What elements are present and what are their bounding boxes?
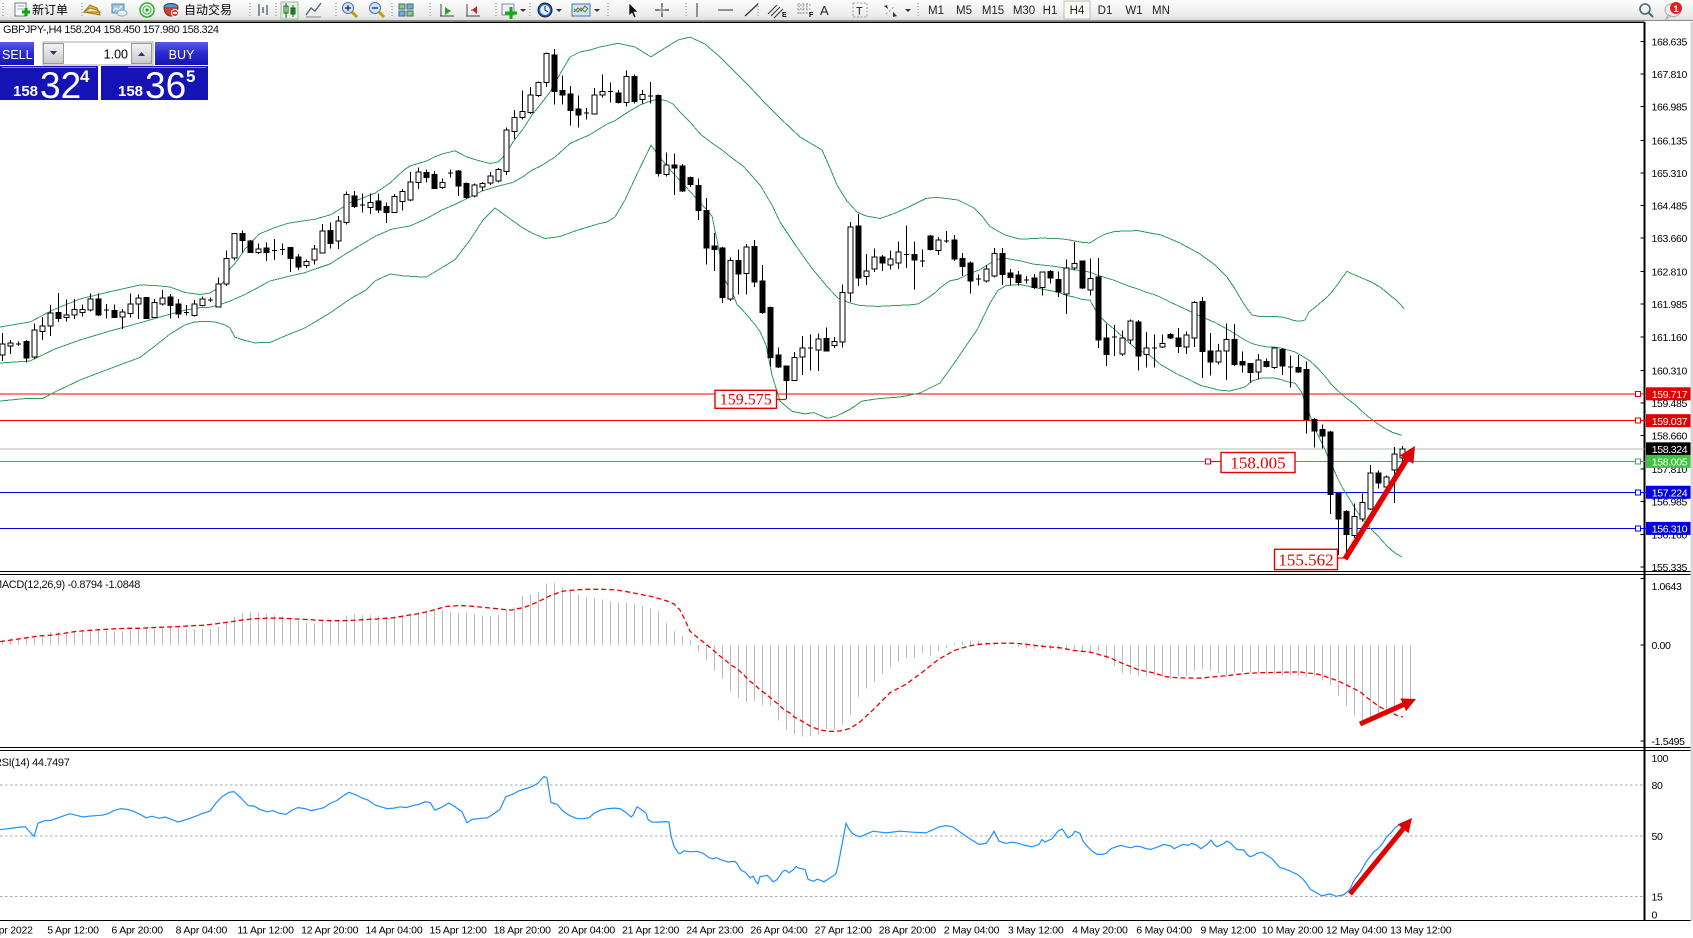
svg-text:4 May 20:00: 4 May 20:00 [1072,925,1128,937]
svg-text:0: 0 [1652,910,1658,922]
svg-text:158.005: 158.005 [1230,454,1285,473]
svg-text:13 May 12:00: 13 May 12:00 [1390,925,1452,937]
svg-text:A: A [820,3,829,18]
svg-text:12 May 04:00: 12 May 04:00 [1326,925,1388,937]
svg-text:4: 4 [80,67,90,86]
svg-text:159.575: 159.575 [720,391,772,408]
svg-text:M30: M30 [1013,5,1035,17]
svg-text:14 Apr 04:00: 14 Apr 04:00 [365,925,423,937]
svg-text:156.310: 156.310 [1652,524,1688,536]
svg-text:100: 100 [1652,753,1669,765]
svg-text:21 Apr 12:00: 21 Apr 12:00 [622,925,680,937]
svg-text:5 Apr 12:00: 5 Apr 12:00 [47,925,99,937]
svg-text:新订单: 新订单 [32,2,68,17]
svg-text:28 Apr 20:00: 28 Apr 20:00 [879,925,937,937]
svg-text:-1.5495: -1.5495 [1652,736,1686,748]
svg-text:12 Apr 20:00: 12 Apr 20:00 [301,925,359,937]
svg-text:自动交易: 自动交易 [184,2,232,17]
svg-text:RSI(14) 44.7497: RSI(14) 44.7497 [0,757,70,769]
svg-text:27 Apr 12:00: 27 Apr 12:00 [815,925,873,937]
svg-text:166.985: 166.985 [1652,102,1688,114]
svg-text:4 Apr 2022: 4 Apr 2022 [0,925,33,937]
svg-text:6 May 04:00: 6 May 04:00 [1136,925,1192,937]
svg-text:SELL: SELL [2,48,33,62]
svg-text:F: F [809,12,814,19]
svg-text:T: T [856,6,863,18]
svg-text:6 Apr 20:00: 6 Apr 20:00 [111,925,163,937]
svg-text:GBPJPY-,H4 158.204 158.450 15: GBPJPY-,H4 158.204 158.450 157.980 158.3… [3,24,219,36]
svg-text:26 Apr 04:00: 26 Apr 04:00 [750,925,808,937]
svg-text:BUY: BUY [169,48,195,62]
svg-text:159.485: 159.485 [1652,398,1688,410]
svg-text:18 Apr 20:00: 18 Apr 20:00 [494,925,552,937]
svg-text:8 Apr 04:00: 8 Apr 04:00 [176,925,228,937]
svg-text:161.160: 161.160 [1652,332,1688,344]
svg-text:167.810: 167.810 [1652,69,1688,81]
svg-text:155.335: 155.335 [1652,562,1688,574]
svg-text:15: 15 [1652,892,1663,904]
svg-text:160.310: 160.310 [1652,365,1688,377]
svg-text:24 Apr 23:00: 24 Apr 23:00 [686,925,744,937]
svg-text:164.485: 164.485 [1652,200,1688,212]
svg-text:155.562: 155.562 [1278,551,1333,570]
svg-text:11 Apr 12:00: 11 Apr 12:00 [237,925,294,937]
svg-text:156.985: 156.985 [1652,497,1688,509]
svg-text:M5: M5 [956,5,972,17]
svg-text:2 May 04:00: 2 May 04:00 [944,925,1000,937]
svg-text:159.037: 159.037 [1652,416,1688,428]
svg-text:20 Apr 04:00: 20 Apr 04:00 [558,925,616,937]
svg-text:158.005: 158.005 [1652,457,1688,469]
svg-text:1.0643: 1.0643 [1652,581,1683,593]
svg-text:15 Apr 12:00: 15 Apr 12:00 [430,925,488,937]
svg-text:W1: W1 [1125,5,1142,17]
svg-text:0.00: 0.00 [1652,640,1672,652]
svg-text:158: 158 [13,83,38,100]
svg-text:MN: MN [1152,5,1170,17]
svg-text:158.324: 158.324 [1652,444,1688,456]
svg-text:32: 32 [40,65,81,106]
svg-text:M15: M15 [982,5,1004,17]
svg-text:H4: H4 [1070,5,1085,17]
svg-text:M1: M1 [928,5,944,17]
svg-text:3 May 12:00: 3 May 12:00 [1008,925,1064,937]
svg-text:50: 50 [1652,831,1663,843]
svg-text:168.635: 168.635 [1652,37,1688,49]
svg-text:166.135: 166.135 [1652,135,1688,147]
svg-text:161.985: 161.985 [1652,299,1688,311]
svg-text:163.660: 163.660 [1652,233,1688,245]
svg-text:157.224: 157.224 [1652,487,1688,499]
svg-text:165.310: 165.310 [1652,168,1688,180]
svg-text:9 May 12:00: 9 May 12:00 [1200,925,1256,937]
svg-text:158: 158 [118,83,143,100]
svg-text:1: 1 [1673,4,1678,14]
svg-text:E: E [782,12,787,19]
svg-text:158.660: 158.660 [1652,431,1688,443]
svg-text:MACD(12,26,9) -0.8794 -1.0848: MACD(12,26,9) -0.8794 -1.0848 [0,579,140,591]
svg-text:5: 5 [186,67,195,86]
svg-text:1.00: 1.00 [104,48,128,62]
svg-text:36: 36 [145,65,186,106]
svg-text:10 May 20:00: 10 May 20:00 [1262,925,1324,937]
svg-text:H1: H1 [1043,5,1058,17]
svg-text:159.717: 159.717 [1652,389,1688,401]
svg-text:80: 80 [1652,780,1663,792]
svg-text:162.810: 162.810 [1652,267,1688,279]
svg-text:D1: D1 [1098,5,1113,17]
